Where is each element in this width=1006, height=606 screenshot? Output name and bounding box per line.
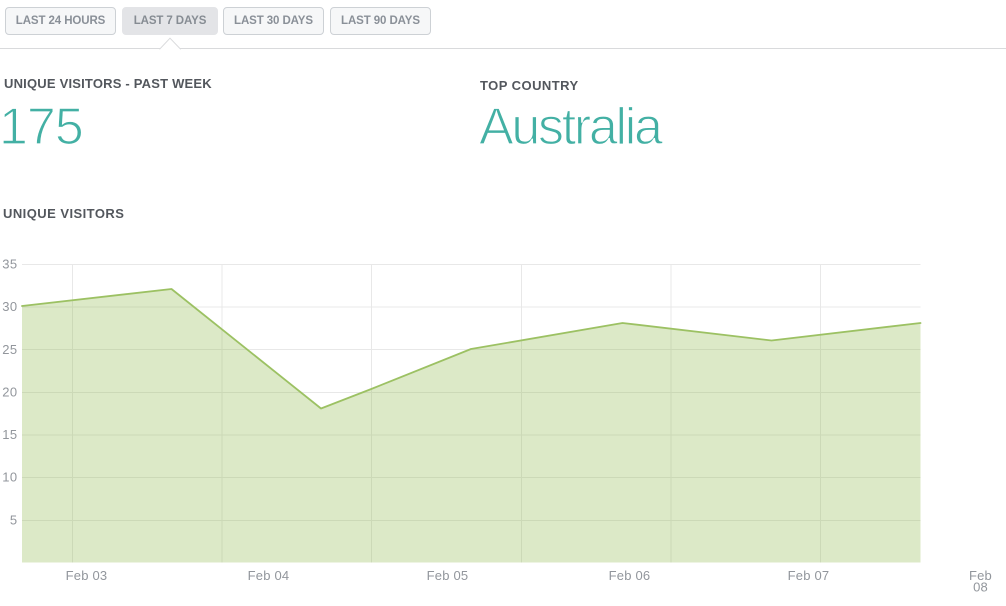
svg-text:20: 20 <box>2 385 17 400</box>
svg-text:30: 30 <box>2 299 17 314</box>
svg-text:35: 35 <box>2 257 17 272</box>
svg-text:15: 15 <box>2 427 17 442</box>
svg-text:25: 25 <box>2 342 17 357</box>
svg-text:10: 10 <box>2 470 17 485</box>
svg-text:Feb 03: Feb 03 <box>66 568 108 583</box>
svg-text:Feb 06: Feb 06 <box>609 568 651 583</box>
svg-text:5: 5 <box>10 513 18 528</box>
svg-text:Feb 05: Feb 05 <box>427 568 469 583</box>
svg-text:Feb: Feb <box>969 568 992 583</box>
svg-text:Feb 04: Feb 04 <box>248 568 290 583</box>
svg-text:Feb 07: Feb 07 <box>788 568 830 583</box>
svg-text:08: 08 <box>973 580 988 595</box>
